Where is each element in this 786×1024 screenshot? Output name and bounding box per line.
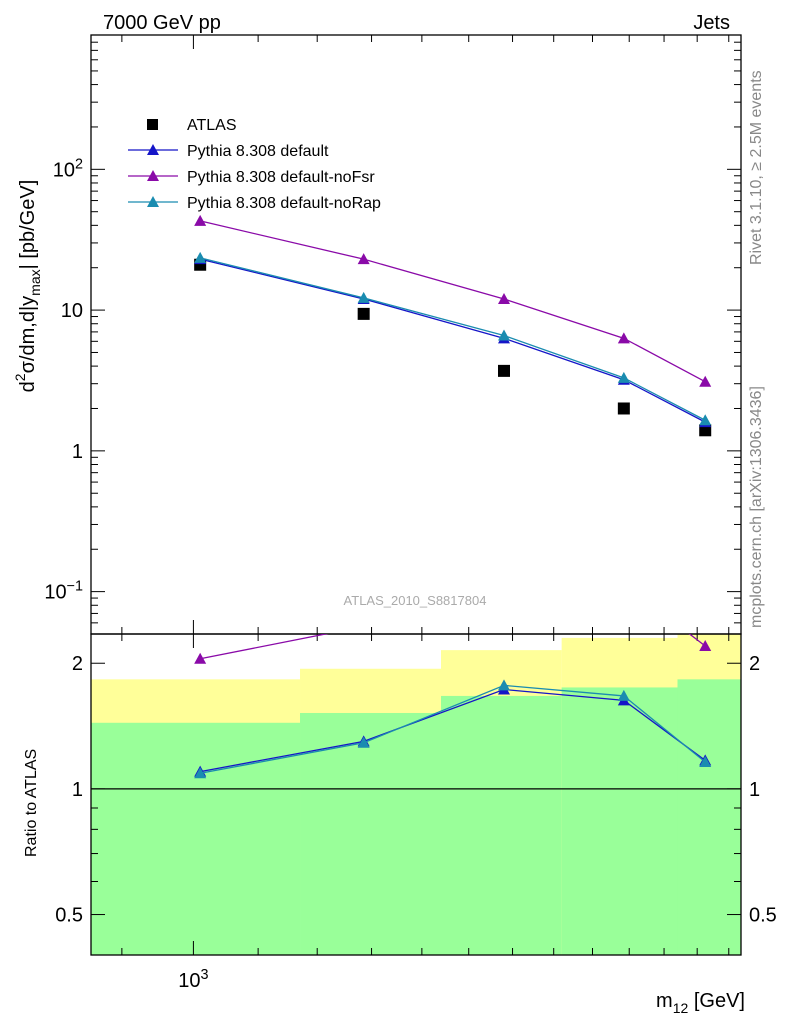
triangle-marker xyxy=(147,170,159,181)
axis-ticks: 10−1 1 10 102 103 0.5 0.5 1 1 2 2 xyxy=(44,34,777,992)
data-point-square xyxy=(357,307,370,320)
y-tick-label: 102 xyxy=(53,156,83,181)
triangle-marker xyxy=(358,620,370,631)
ratio-y-tick-label: 1 xyxy=(72,779,83,801)
series-noRap xyxy=(194,251,712,426)
uncertainty-band-green xyxy=(440,695,562,955)
triangle-marker xyxy=(617,689,630,701)
data-point-square xyxy=(497,364,510,377)
ratio-y-tick-label-right: 1 xyxy=(749,779,760,801)
triangle-marker xyxy=(194,767,207,779)
ratio-plot-border xyxy=(90,633,742,956)
triangle-marker xyxy=(699,639,712,651)
legend-label: Pythia 8.308 default-noFsr xyxy=(187,169,375,186)
series-line-noFsr xyxy=(200,220,706,383)
uncertainty-band-green xyxy=(561,687,678,955)
series-noFsr xyxy=(194,214,712,387)
triangle-marker xyxy=(497,679,510,691)
data-point-square xyxy=(617,402,630,415)
header-right: Jets xyxy=(693,12,730,34)
triangle-marker xyxy=(194,251,207,263)
ratio-series xyxy=(194,572,712,779)
uncertainty-band-green xyxy=(677,679,741,955)
legend-label: Pythia 8.308 default-noRap xyxy=(187,195,381,212)
ratio-plot-frame xyxy=(90,633,742,956)
series-atlas xyxy=(194,258,712,437)
y-tick-label: 10 xyxy=(61,300,83,322)
triangle-marker xyxy=(498,572,510,583)
triangle-marker xyxy=(617,332,630,344)
y-tick-label: 10−1 xyxy=(44,579,83,604)
triangle-marker xyxy=(699,375,712,387)
ratio-y-tick-label: 2 xyxy=(72,653,83,675)
ratio-line-noFsr xyxy=(200,634,706,660)
ratio-bands xyxy=(91,634,741,955)
legend-label: Pythia 8.308 default xyxy=(187,143,329,160)
ratio-y-tick-label-right: 0.5 xyxy=(749,905,777,927)
data-point-square xyxy=(699,424,712,437)
triangle-marker xyxy=(194,214,207,226)
triangle-marker xyxy=(194,652,207,664)
triangle-marker xyxy=(357,291,370,303)
legend-marker-square xyxy=(147,119,158,130)
ratio-y-tick-label-right: 2 xyxy=(749,653,760,675)
x-axis-label: m12 [GeV] xyxy=(656,990,745,1016)
legend-label: ATLAS xyxy=(187,117,237,134)
x-tick-label: 103 xyxy=(178,967,208,992)
ratio-y-axis-label: Ratio to ATLAS xyxy=(23,749,40,857)
mcplots-side-text: mcplots.cern.ch [arXiv:1306.3436] xyxy=(748,386,765,628)
ratio-y-tick-label: 0.5 xyxy=(55,905,83,927)
main-y-axis-label: d2σ/dm,d|ymax| [pb/GeV] xyxy=(12,180,43,393)
triangle-marker xyxy=(497,292,510,304)
series-line-noRap xyxy=(200,257,706,421)
series-layer xyxy=(194,214,712,779)
triangle-marker xyxy=(699,755,712,767)
uncertainty-band-green xyxy=(300,712,441,955)
triangle-marker xyxy=(147,144,159,155)
triangle-marker xyxy=(618,578,630,589)
y-tick-label: 1 xyxy=(72,441,83,463)
triangle-marker xyxy=(699,414,712,426)
rivet-side-text: Rivet 3.1.10, ≥ 2.5M events xyxy=(748,70,765,265)
header-left: 7000 GeV pp xyxy=(103,12,221,34)
legend: ATLAS Pythia 8.308 default Pythia 8.308 de… xyxy=(128,117,381,212)
analysis-label: ATLAS_2010_S8817804 xyxy=(344,593,487,608)
triangle-marker xyxy=(617,371,630,383)
uncertainty-band-green xyxy=(91,722,301,955)
triangle-marker xyxy=(357,253,370,265)
triangle-marker xyxy=(147,196,159,207)
triangle-marker xyxy=(497,329,510,341)
triangle-marker xyxy=(357,736,370,748)
series-default xyxy=(194,253,712,428)
